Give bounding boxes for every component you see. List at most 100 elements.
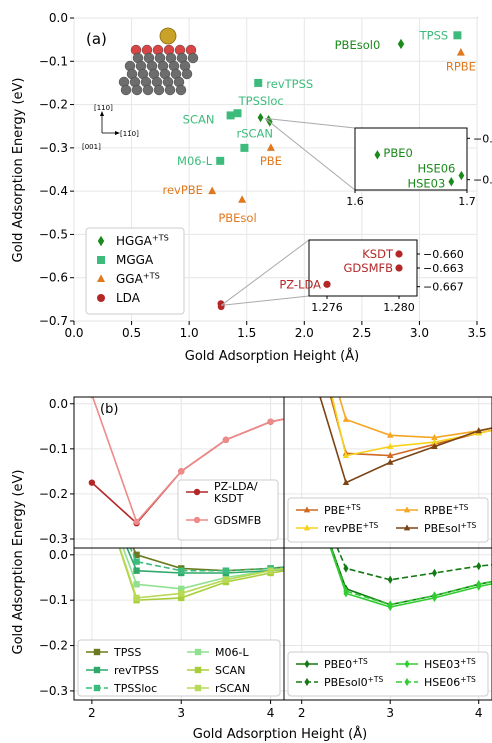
legend-label: PBE+TS bbox=[324, 503, 361, 517]
series-point-gdsmfb bbox=[178, 468, 185, 475]
inset-label-hse03: HSE03 bbox=[407, 177, 445, 191]
data-point-revpbe bbox=[208, 186, 217, 195]
connector-line bbox=[220, 239, 310, 306]
tick-label-y: −0.1 bbox=[39, 54, 68, 68]
legend-marker bbox=[403, 506, 411, 513]
tick-label-y: 0.0 bbox=[49, 11, 68, 25]
legend-label: TPSSloc bbox=[113, 682, 157, 695]
inset-point-pz-lda bbox=[323, 280, 331, 288]
panel-a-ylabel: Gold Adsorption Energy (eV) bbox=[11, 78, 26, 263]
series-line-rscan bbox=[119, 548, 284, 599]
legend-label-mgga: MGGA bbox=[116, 253, 154, 267]
point-label-revtpss: revTPSS bbox=[266, 77, 313, 91]
subplot-legend: TPSS M06-L revTPSS SCAN TPSSloc rSCAN bbox=[77, 639, 281, 697]
legend-label: PBE0+TS bbox=[324, 657, 368, 671]
subplot-top-left: 0.0 −0.1 −0.2 −0.3 PZ-LDA/KSDT GDSMFB bbox=[39, 396, 285, 549]
series-point-hse06 bbox=[476, 580, 482, 589]
data-point-tpssloc bbox=[233, 109, 242, 118]
panel-a-point-labels: PBEsol0 TPSS RPBE revTPSS TPSSloc SCAN rSCAN PB… bbox=[163, 28, 476, 225]
series-point-pbe bbox=[387, 451, 394, 458]
data-point-pbesol0 bbox=[397, 38, 405, 50]
series-point-revtpss bbox=[133, 567, 140, 574]
legend-box bbox=[85, 227, 185, 315]
series-point-rscan bbox=[178, 590, 185, 597]
axis-label-right: [11̄0] bbox=[120, 130, 139, 138]
inset-point-gdsmfb bbox=[395, 264, 403, 272]
connector-line bbox=[265, 117, 356, 129]
subplot-bottom-right: 2 3 4 PBE0+TS HSE03+TS PBEsol0+TS HSE06+TS bbox=[283, 547, 492, 720]
legend-box bbox=[287, 497, 489, 543]
subplot-series bbox=[118, 548, 284, 604]
series-point-pbesol bbox=[342, 478, 350, 486]
series-point-pbesol0 bbox=[431, 568, 438, 578]
legend-marker-hgga bbox=[97, 235, 105, 247]
legend-label: HSE03+TS bbox=[424, 657, 476, 671]
legend-label: revTPSS bbox=[114, 664, 159, 677]
series-line-pbesol bbox=[319, 397, 492, 484]
series-point-pbesol0 bbox=[387, 575, 393, 584]
tick-label-x: 0.5 bbox=[122, 326, 141, 340]
legend-marker bbox=[193, 516, 201, 524]
panel-a-xlabel: Gold Adsorption Height (Å) bbox=[185, 348, 359, 364]
point-label-tpss: TPSS bbox=[419, 28, 449, 42]
legend-marker-lda bbox=[97, 294, 105, 302]
data-point-tpss bbox=[453, 31, 462, 40]
titanium-atom bbox=[181, 68, 193, 80]
series-point-revpbe bbox=[431, 438, 438, 445]
legend-marker bbox=[403, 524, 411, 531]
tick-label-x: 1.0 bbox=[180, 326, 199, 340]
legend-marker bbox=[194, 666, 202, 674]
gold-atom bbox=[159, 27, 177, 45]
panel-b-ylabel: Gold Adsorption Energy (eV) bbox=[11, 470, 26, 655]
tick-label-x: 2.5 bbox=[352, 326, 371, 340]
tick-label-x: 2 bbox=[298, 706, 306, 720]
series-point-rscan bbox=[267, 567, 274, 574]
series-point-m06-l bbox=[178, 585, 185, 593]
legend-marker bbox=[93, 648, 101, 656]
inset-tick-label-y: −0.660 bbox=[423, 248, 464, 261]
panel-b: 0.0 −0.1 −0.2 −0.3 PZ-LDA/KSDT GDSMFB PBE+TS RP… bbox=[11, 396, 492, 742]
tick-label-y: −0.1 bbox=[39, 442, 68, 456]
axis-label-left: [001] bbox=[82, 143, 101, 151]
legend-marker-mgga bbox=[97, 256, 105, 264]
inset-label-pz-lda: PZ-LDA bbox=[279, 277, 321, 291]
tick-label-x: 4 bbox=[475, 706, 483, 720]
legend-marker bbox=[303, 524, 311, 531]
legend-marker bbox=[93, 666, 101, 674]
series-point-rscan bbox=[133, 594, 140, 602]
inset-tick-label-y: −0.663 bbox=[423, 262, 464, 275]
titanium-atom bbox=[153, 84, 165, 96]
subplot-frame bbox=[283, 547, 492, 701]
inset-point-hse03 bbox=[448, 177, 455, 187]
legend-marker bbox=[93, 684, 101, 692]
inset-tick-label-y: −0.22 bbox=[473, 132, 492, 145]
inset-point-ksdt bbox=[395, 250, 403, 258]
tick-label-y: −0.3 bbox=[39, 684, 68, 698]
inset-tick-label-x: 1.6 bbox=[346, 195, 364, 208]
inset-tick-label-y: −0.24 bbox=[473, 174, 492, 187]
legend-marker bbox=[303, 506, 311, 513]
series-point-hse06 bbox=[387, 600, 393, 609]
inset-label-pbe0: PBE0 bbox=[383, 146, 412, 160]
series-point-gdsmfb bbox=[267, 418, 274, 425]
inset-tick-label-x: 1.280 bbox=[383, 301, 415, 314]
legend-marker bbox=[304, 659, 310, 669]
point-label-rpbe: RPBE bbox=[446, 59, 476, 73]
series-point-scan bbox=[178, 594, 185, 602]
titanium-atom bbox=[120, 84, 132, 96]
inset-tick-label-y: −0.667 bbox=[423, 281, 464, 294]
inset-hgga-frame bbox=[354, 127, 468, 191]
panel-a-points bbox=[208, 31, 465, 311]
series-point-tpssloc bbox=[133, 558, 140, 565]
data-point-m06-l bbox=[216, 156, 225, 165]
legend-marker bbox=[404, 677, 410, 687]
data-point-lda-cluster bbox=[217, 303, 225, 311]
legend-label: SCAN bbox=[215, 664, 245, 677]
legend-label-gga: GGA+TS bbox=[116, 270, 160, 286]
legend-label: M06-L bbox=[215, 646, 249, 659]
crystal-axes: [110] [001] [11̄0] bbox=[82, 104, 139, 151]
tick-label-x: 0.0 bbox=[64, 326, 83, 340]
